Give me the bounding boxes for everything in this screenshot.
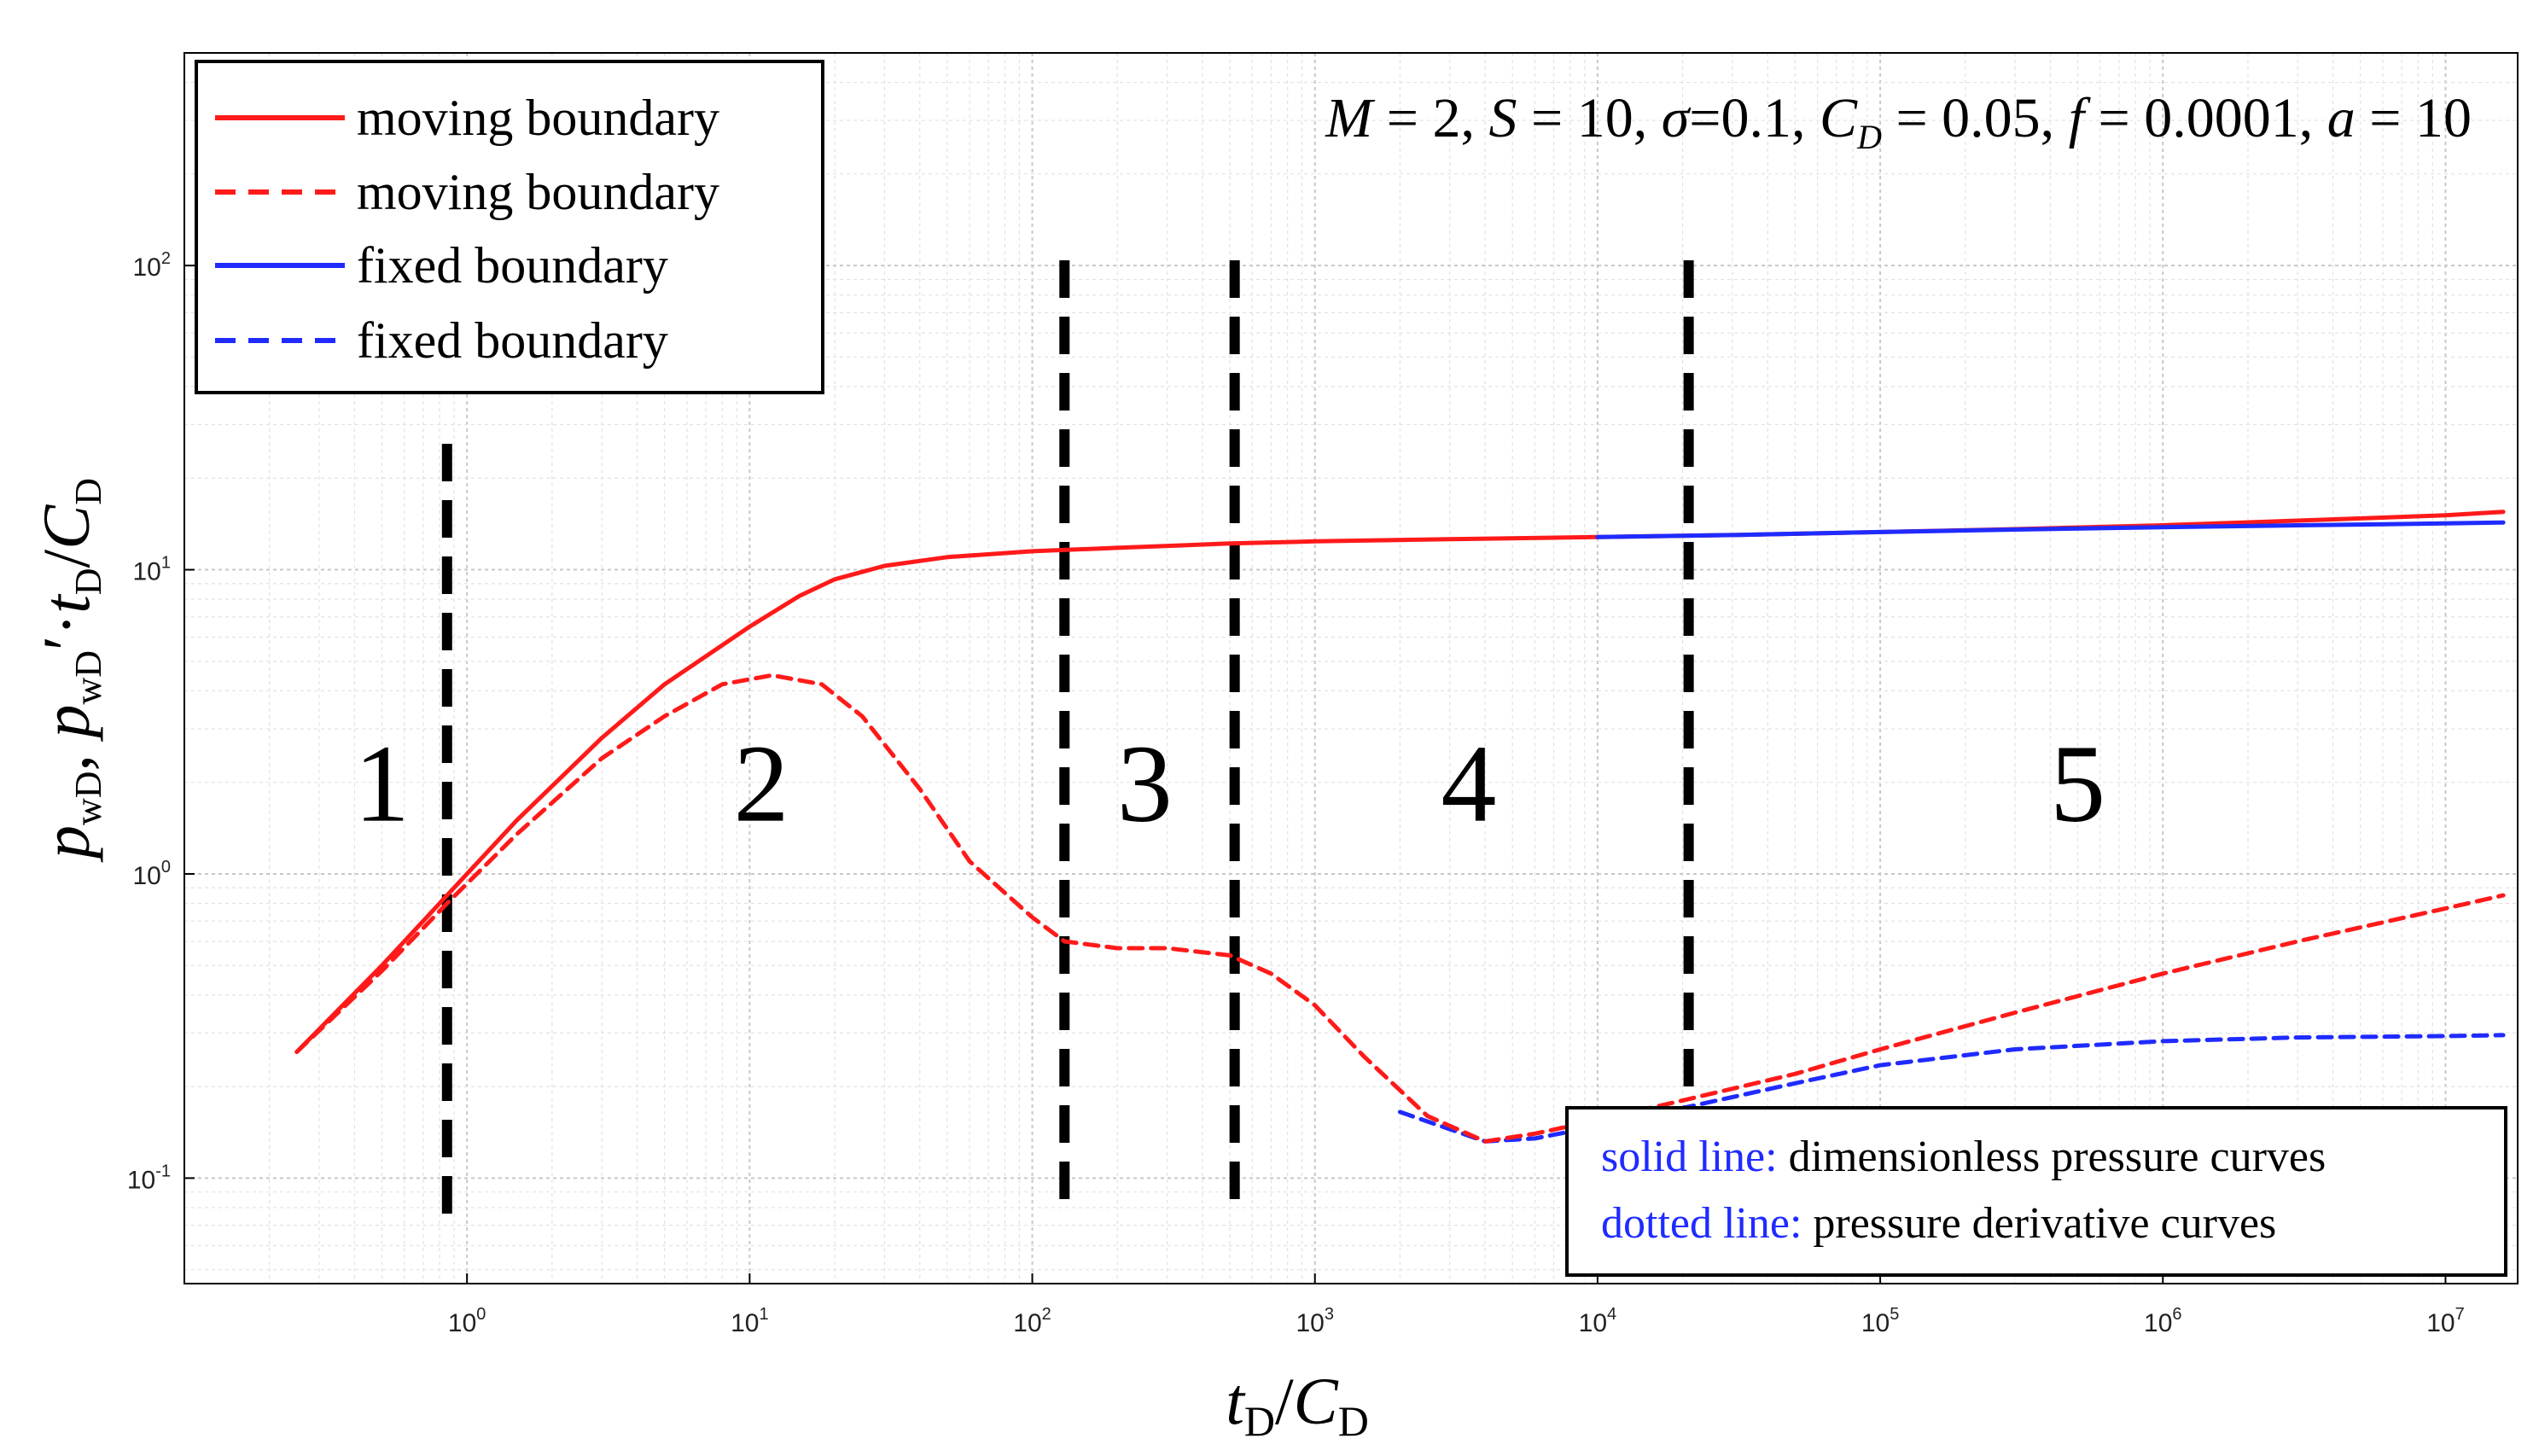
y-tick-label: 102: [133, 249, 172, 282]
legend-label-fixed-dashed: fixed boundary: [357, 312, 668, 369]
y-tick-label: 101: [133, 554, 172, 586]
x-tick-label: 100: [448, 1305, 486, 1337]
region-label-5: 5: [2050, 723, 2105, 846]
note: solid line: dimensionless pressure curve…: [1565, 1106, 2507, 1277]
x-tick-label: 106: [2144, 1305, 2182, 1337]
x-tick-label: 103: [1296, 1305, 1334, 1337]
y-tick-label: 100: [133, 858, 172, 890]
legend-label-moving-solid: moving boundary: [357, 90, 719, 146]
region-label-1: 1: [354, 723, 410, 846]
region-label-3: 3: [1117, 723, 1173, 846]
x-tick-label: 105: [1861, 1305, 1900, 1337]
parameters-text: M = 2, S = 10, σ=0.1, CD = 0.05, f = 0.0…: [1325, 87, 2472, 156]
y-axis-title: pwD, pwD′·tD/CD: [29, 478, 109, 863]
note-line-solid: solid line: dimensionless pressure curve…: [1601, 1133, 2326, 1181]
note-box: [1565, 1106, 2507, 1277]
x-axis-title: tD/CD: [1226, 1364, 1369, 1445]
series-derivative-fixed-boundary: [1397, 1033, 2506, 1144]
legend-label-moving-dashed: moving boundary: [357, 164, 719, 220]
region-dividers: [441, 260, 1694, 1220]
axes-frame: [183, 52, 2519, 1284]
x-tick-label: 107: [2426, 1305, 2465, 1337]
note-line-dotted: dotted line: pressure derivative curves: [1601, 1199, 2276, 1248]
x-tick-label: 104: [1579, 1305, 1617, 1337]
region-label-2: 2: [734, 723, 789, 846]
region-label-4: 4: [1441, 723, 1496, 846]
legend: moving boundary moving boundary fixed bo…: [195, 60, 824, 394]
y-tick-label: 10-1: [127, 1162, 171, 1194]
series-derivative-moving-boundary: [294, 673, 2506, 1144]
series-pressure-fixed-boundary: [1595, 520, 2506, 539]
x-tick-label: 102: [1013, 1305, 1051, 1337]
legend-label-fixed-solid: fixed boundary: [357, 237, 668, 294]
x-tick-label: 101: [731, 1305, 769, 1337]
axis-ticks: 100 101 102 103 104 105 106 107 10-1 100 101 102: [127, 249, 2465, 1337]
region-labels: 1 2 3 4 5: [354, 723, 2105, 846]
data-series: [294, 510, 2506, 1144]
